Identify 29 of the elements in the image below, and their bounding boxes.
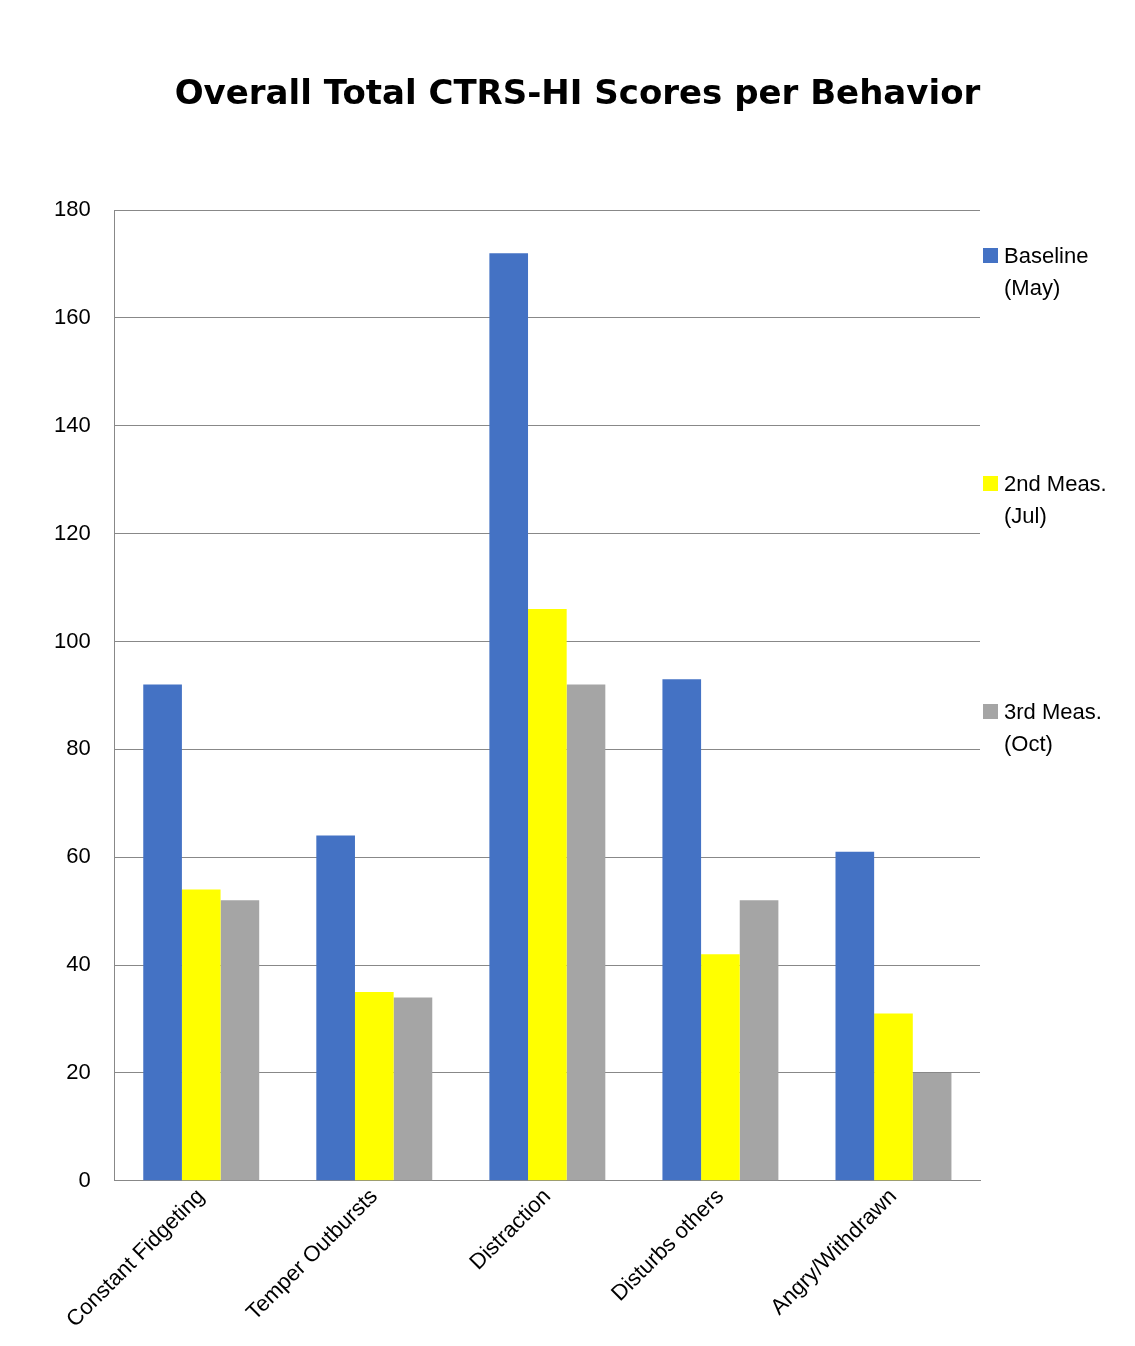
y-tick-label: 60 [66, 843, 91, 869]
bar [354, 991, 394, 1181]
y-tick-label: 120 [53, 519, 91, 545]
bar [912, 1072, 952, 1181]
y-tick-label: 40 [66, 951, 91, 977]
bar [739, 900, 779, 1181]
y-tick-label: 80 [66, 735, 91, 761]
y-tick-label: 160 [53, 303, 91, 329]
bar [874, 1013, 913, 1181]
y-tick-label: 140 [53, 411, 91, 437]
legend-label: 2nd Meas. (Jul) [1004, 470, 1108, 530]
bar [143, 684, 182, 1181]
bar [489, 253, 529, 1181]
bar [220, 900, 260, 1181]
bar [566, 684, 606, 1181]
bar [701, 954, 740, 1181]
y-tick-label: 180 [53, 196, 91, 222]
y-tick-label: 0 [78, 1166, 91, 1192]
bar [528, 609, 567, 1181]
legend-label: 3rd Meas. (Oct) [1004, 698, 1103, 758]
legend-label: Baseline (May) [1004, 242, 1090, 302]
bar [316, 835, 355, 1181]
bar [393, 997, 433, 1181]
y-tick-label: 20 [66, 1058, 91, 1084]
chart-title: Overall Total CTRS-HI Scores per Behavior [173, 72, 982, 112]
bar [662, 679, 702, 1181]
bar [181, 889, 221, 1181]
y-tick-label: 100 [53, 627, 91, 653]
bar [835, 851, 875, 1181]
